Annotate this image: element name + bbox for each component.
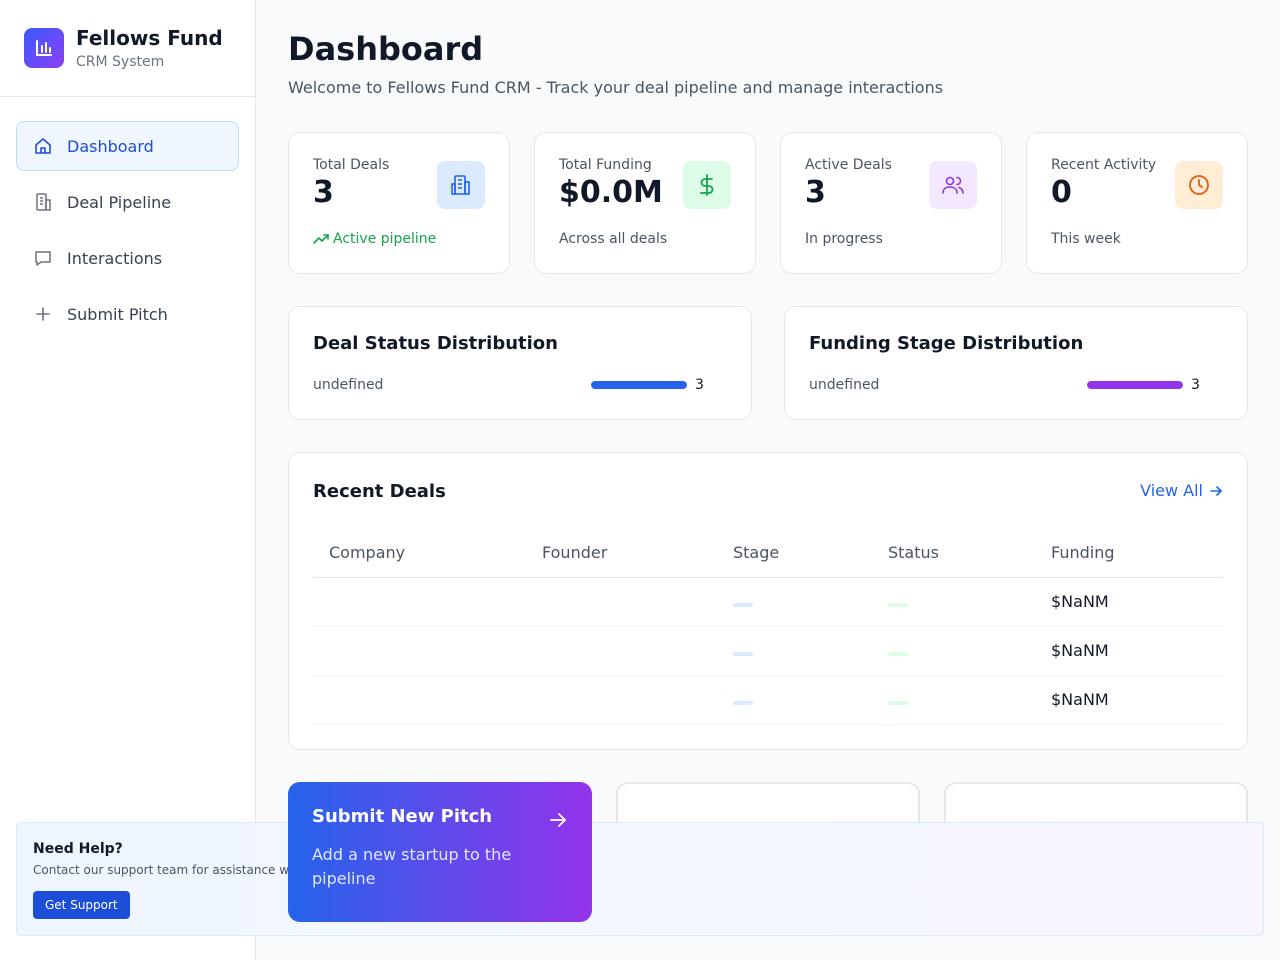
status-badge <box>888 701 908 705</box>
card-title: Deal Status Distribution <box>313 333 558 354</box>
column-header: Stage <box>733 543 780 562</box>
stage-badge <box>733 603 753 607</box>
distribution-bar-fill <box>591 381 687 389</box>
get-support-button[interactable]: Get Support <box>33 891 130 919</box>
sidebar-item-label: Deal Pipeline <box>67 192 172 212</box>
stat-label: Total Funding <box>559 157 652 173</box>
submit-new-pitch-card[interactable]: Submit New Pitch Add a new startup to th… <box>288 782 592 922</box>
table-row[interactable]: $NaNM <box>313 676 1223 725</box>
brand-header: Fellows Fund CRM System <box>0 0 255 97</box>
stat-label: Recent Activity <box>1051 157 1157 173</box>
deals-table: Company Founder Stage Status Funding $Na… <box>313 529 1223 725</box>
column-header: Company <box>329 543 406 562</box>
stat-footer: Across all deals <box>559 231 668 247</box>
sidebar-item-label: Submit Pitch <box>67 304 168 324</box>
page-subtitle: Welcome to Fellows Fund CRM - Track your… <box>288 78 944 97</box>
status-badge <box>888 603 908 607</box>
trending-up-icon <box>313 231 329 247</box>
distribution-bar <box>591 381 687 389</box>
recent-deals-card: Recent Deals View All Company Founder St… <box>288 452 1248 750</box>
home-icon <box>33 136 53 156</box>
distribution-count: 3 <box>695 377 704 393</box>
stat-card-total-funding: Total Funding $0.0M Across all deals <box>534 132 756 274</box>
stat-footer: In progress <box>805 231 883 247</box>
funding-cell: $NaNM <box>1051 690 1109 709</box>
stat-card-active-deals: Active Deals 3 In progress <box>780 132 1002 274</box>
stage-badge <box>733 701 753 705</box>
distribution-bar <box>1087 381 1183 389</box>
help-banner: Need Help? Contact our support team for … <box>16 822 1264 936</box>
message-icon <box>33 248 53 268</box>
users-icon <box>929 161 977 209</box>
arrow-right-icon <box>1209 484 1223 498</box>
brand-title: Fellows Fund <box>76 26 223 50</box>
stat-footer-text: Active pipeline <box>333 231 437 247</box>
stats-row: Total Deals 3 Active pipeline <box>288 132 1248 274</box>
help-title: Need Help? <box>33 841 123 857</box>
table-row[interactable]: $NaNM <box>313 627 1223 676</box>
dollar-icon <box>683 161 731 209</box>
view-all-link[interactable]: View All <box>1140 481 1223 500</box>
building-icon <box>437 161 485 209</box>
table-row[interactable]: $NaNM <box>313 578 1223 627</box>
card-title: Recent Deals <box>313 481 446 502</box>
stat-value: $0.0M <box>559 175 663 210</box>
stat-footer: This week <box>1051 231 1121 247</box>
clock-icon <box>1175 161 1223 209</box>
column-header: Founder <box>542 543 608 562</box>
table-header: Company Founder Stage Status Funding <box>313 529 1223 578</box>
page-title: Dashboard <box>288 30 484 68</box>
card-title: Funding Stage Distribution <box>809 333 1084 354</box>
building-icon <box>33 192 53 212</box>
funding-cell: $NaNM <box>1051 592 1109 611</box>
distribution-item: undefined 3 <box>809 377 1223 393</box>
funding-stage-distribution: Funding Stage Distribution undefined 3 <box>784 306 1248 420</box>
help-text: Contact our support team for assistance … <box>33 863 290 877</box>
sidebar: Fellows Fund CRM System Dashboard <box>0 0 256 960</box>
view-all-label: View All <box>1140 481 1203 500</box>
sidebar-item-dashboard[interactable]: Dashboard <box>16 121 239 171</box>
distribution-label: undefined <box>313 377 384 393</box>
distribution-item: undefined 3 <box>313 377 727 393</box>
funding-cell: $NaNM <box>1051 641 1109 660</box>
stat-value: 3 <box>805 175 826 210</box>
status-badge <box>888 652 908 656</box>
column-header: Status <box>888 543 939 562</box>
bar-chart-icon <box>24 28 64 68</box>
stat-label: Active Deals <box>805 157 892 173</box>
deal-status-distribution: Deal Status Distribution undefined 3 <box>288 306 752 420</box>
stat-footer: Active pipeline <box>313 231 436 247</box>
distribution-row: Deal Status Distribution undefined 3 Fun… <box>288 306 1248 420</box>
stat-value: 0 <box>1051 175 1072 210</box>
sidebar-item-submit-pitch[interactable]: Submit Pitch <box>16 289 239 339</box>
sidebar-item-label: Interactions <box>67 248 163 268</box>
distribution-bar-fill <box>1087 381 1183 389</box>
stat-value: 3 <box>313 175 334 210</box>
arrow-right-icon <box>548 810 568 834</box>
pitch-card-title: Submit New Pitch <box>312 806 493 827</box>
stage-badge <box>733 652 753 656</box>
stat-label: Total Deals <box>313 157 390 173</box>
sidebar-item-label: Dashboard <box>67 136 154 156</box>
brand-subtitle: CRM System <box>76 54 165 70</box>
stat-card-total-deals: Total Deals 3 Active pipeline <box>288 132 510 274</box>
plus-icon <box>33 304 53 324</box>
sidebar-item-deal-pipeline[interactable]: Deal Pipeline <box>16 177 239 227</box>
sidebar-item-interactions[interactable]: Interactions <box>16 233 239 283</box>
pitch-card-description: Add a new startup to the pipeline <box>312 845 512 888</box>
column-header: Funding <box>1051 543 1115 562</box>
distribution-count: 3 <box>1191 377 1200 393</box>
sidebar-nav: Dashboard Deal Pipeline Interactions <box>0 97 255 339</box>
stat-card-recent-activity: Recent Activity 0 This week <box>1026 132 1248 274</box>
distribution-label: undefined <box>809 377 880 393</box>
